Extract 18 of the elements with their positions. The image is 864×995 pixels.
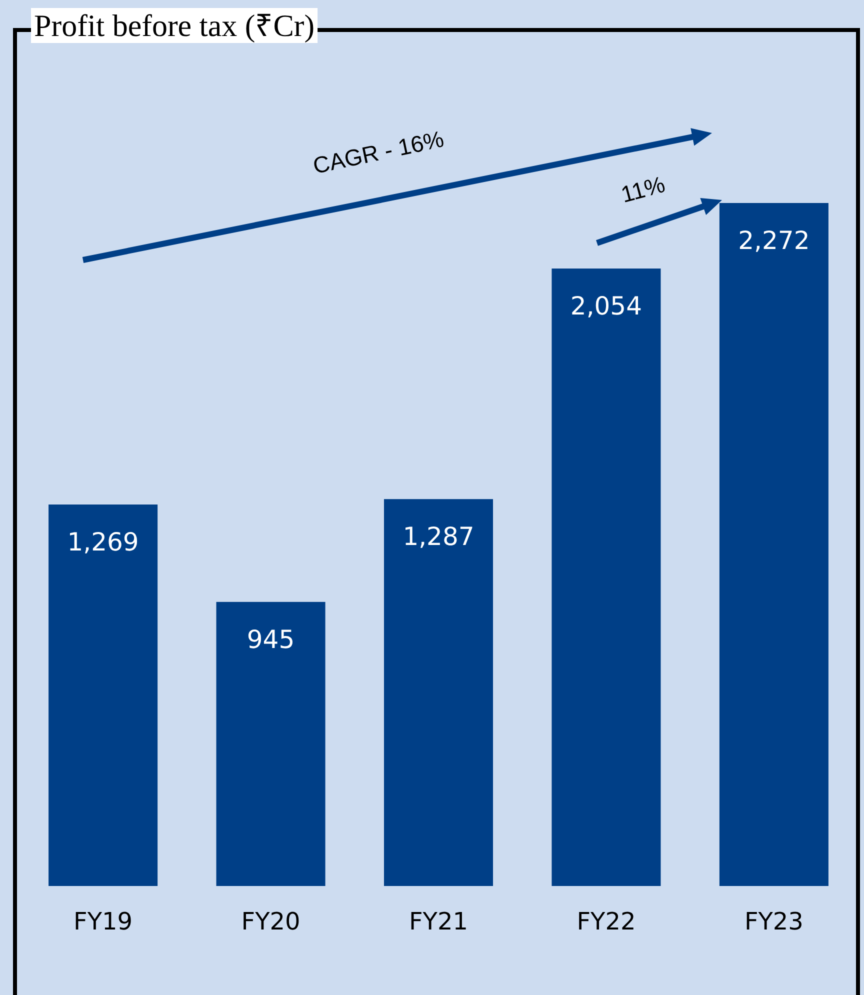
bar — [48, 504, 158, 886]
x-tick-label: FY22 — [576, 908, 636, 936]
x-tick-label: FY19 — [74, 908, 133, 936]
annotation: 11% — [618, 170, 668, 208]
bar — [552, 268, 661, 886]
bar — [384, 499, 494, 886]
text: CAGR - 16% — [310, 126, 446, 179]
bar — [216, 602, 326, 886]
x-tick-label: FY21 — [408, 908, 468, 936]
data-label: 2,054 — [570, 292, 642, 321]
bar — [719, 203, 828, 886]
data-label: 1,287 — [402, 522, 474, 552]
data-label: 945 — [246, 624, 295, 654]
x-tick-label: FY20 — [241, 908, 300, 936]
data-label: 1,269 — [67, 528, 139, 557]
chart-title: Profit before tax (₹Cr) — [34, 8, 315, 43]
data-label: 2,272 — [738, 226, 810, 255]
x-tick-label: FY23 — [744, 908, 804, 936]
